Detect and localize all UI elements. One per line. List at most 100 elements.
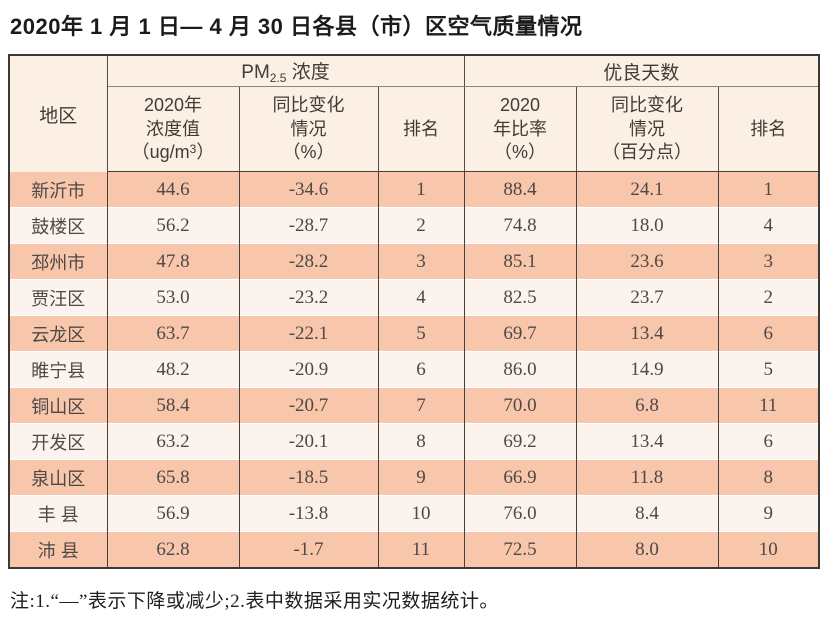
good-days-rank-cell: 11	[717, 387, 820, 424]
table-row: 睢宁县 48.2 -20.9 6 86.0 14.9 5	[9, 351, 820, 388]
pm25-yoy-cell: -28.2	[238, 243, 378, 280]
pm25-rank-cell: 11	[377, 531, 465, 569]
good-days-yoy-cell: 14.9	[575, 351, 719, 388]
page-title: 2020年 1 月 1 日— 4 月 30 日各县（市）区空气质量情况	[10, 14, 583, 39]
pm25-value-header-unit: （ug/m3）	[108, 141, 239, 165]
pm25-label-prefix: PM	[241, 62, 270, 84]
good-days-yoy-cell: 8.4	[575, 495, 719, 532]
table-header: 地区 PM2.5 浓度 优良天数 2020年 浓度值 （ug/m3） 同比变化 …	[9, 55, 820, 173]
pm25-value-cell: 65.8	[106, 459, 239, 496]
region-cell: 邳州市	[9, 243, 108, 280]
pm25-value-header-lines: 2020年 浓度值	[143, 94, 203, 139]
good-days-ratio-cell: 74.8	[463, 207, 577, 244]
pm25-value-cell: 62.8	[106, 531, 239, 569]
table-row: 铜山区 58.4 -20.7 7 70.0 6.8 11	[9, 387, 820, 424]
good-days-rank-cell: 8	[717, 459, 820, 496]
good-days-yoy-cell: 23.7	[575, 279, 719, 316]
good-days-ratio-cell: 76.0	[463, 495, 577, 532]
table-row: 鼓楼区 56.2 -28.7 2 74.8 18.0 4	[9, 207, 820, 244]
region-cell: 云龙区	[9, 315, 108, 352]
unit-prefix: （ug/m	[131, 142, 190, 163]
table-row: 邳州市 47.8 -28.2 3 85.1 23.6 3	[9, 243, 820, 280]
region-cell: 睢宁县	[9, 351, 108, 388]
good-days-yoy-cell: 13.4	[575, 423, 719, 460]
pm25-value-cell: 56.9	[106, 495, 239, 532]
region-cell: 贾汪区	[9, 279, 108, 316]
region-column-header: 地区	[9, 55, 108, 172]
table-row: 泉山区 65.8 -18.5 9 66.9 11.8 8	[9, 459, 820, 496]
good-days-rank-cell: 9	[717, 495, 820, 532]
pm25-yoy-cell: -23.2	[238, 279, 378, 316]
region-cell: 泉山区	[9, 459, 108, 496]
good-days-ratio-cell: 69.7	[463, 315, 577, 352]
pm25-yoy-header-lines: 同比变化 情况 （%）	[272, 94, 345, 163]
good-days-rank-cell: 5	[717, 351, 820, 388]
pm25-yoy-cell: -1.7	[238, 531, 378, 569]
pm25-value-cell: 56.2	[106, 207, 239, 244]
region-cell: 鼓楼区	[9, 207, 108, 244]
pm25-rank-cell: 9	[377, 459, 465, 496]
good-days-ratio-cell: 70.0	[463, 387, 577, 424]
good-days-yoy-cell: 6.8	[575, 387, 719, 424]
pm25-value-cell: 44.6	[106, 171, 239, 208]
region-cell: 开发区	[9, 423, 108, 460]
region-cell: 铜山区	[9, 387, 108, 424]
pm25-yoy-cell: -20.7	[238, 387, 378, 424]
pm25-yoy-cell: -28.7	[238, 207, 378, 244]
good-days-rank-cell: 10	[717, 531, 820, 569]
good-days-ratio-cell: 88.4	[463, 171, 577, 208]
pm25-rank-column-header: 排名	[377, 86, 465, 173]
good-days-yoy-cell: 24.1	[575, 171, 719, 208]
pm25-yoy-cell: -20.9	[238, 351, 378, 388]
pm25-value-cell: 48.2	[106, 351, 239, 388]
air-quality-table: 地区 PM2.5 浓度 优良天数 2020年 浓度值 （ug/m3） 同比变化 …	[8, 54, 821, 570]
good-days-rank-cell: 3	[717, 243, 820, 280]
pm25-value-cell: 63.2	[106, 423, 239, 460]
region-cell: 沛 县	[9, 531, 108, 569]
pm25-yoy-column-header: 同比变化 情况 （%）	[238, 86, 378, 173]
table-body: 新沂市 44.6 -34.6 1 88.4 24.1 1 鼓楼区 56.2 -28.7 2 74.8 1…	[9, 171, 820, 569]
good-days-ratio-header-lines: 2020 年比率 （%）	[493, 94, 548, 163]
pm25-rank-cell: 2	[377, 207, 465, 244]
good-days-yoy-cell: 23.6	[575, 243, 719, 280]
pm25-label-subscript: 2.5	[269, 71, 287, 86]
good-days-ratio-cell: 86.0	[463, 351, 577, 388]
good-days-rank-cell: 6	[717, 423, 820, 460]
region-cell: 新沂市	[9, 171, 108, 208]
good-days-rank-cell: 2	[717, 279, 820, 316]
good-days-yoy-cell: 18.0	[575, 207, 719, 244]
good-days-yoy-column-header: 同比变化 情况 （百分点）	[575, 86, 719, 173]
pm25-rank-cell: 3	[377, 243, 465, 280]
good-days-ratio-cell: 85.1	[463, 243, 577, 280]
good-days-ratio-cell: 72.5	[463, 531, 577, 569]
good-days-ratio-column-header: 2020 年比率 （%）	[463, 86, 577, 173]
pm25-rank-cell: 5	[377, 315, 465, 352]
table-row: 云龙区 63.7 -22.1 5 69.7 13.4 6	[9, 315, 820, 352]
good-days-yoy-cell: 11.8	[575, 459, 719, 496]
pm25-value-cell: 63.7	[106, 315, 239, 352]
pm25-rank-cell: 1	[377, 171, 465, 208]
unit-superscript: 3	[189, 142, 197, 157]
good-days-rank-cell: 6	[717, 315, 820, 352]
pm25-yoy-cell: -34.6	[238, 171, 378, 208]
good-days-rank-cell: 1	[717, 171, 820, 208]
pm25-rank-cell: 8	[377, 423, 465, 460]
table-row: 开发区 63.2 -20.1 8 69.2 13.4 6	[9, 423, 820, 460]
footnote: 注:1.“—”表示下降或减少;2.表中数据采用实况数据统计。	[10, 591, 499, 613]
table-row: 新沂市 44.6 -34.6 1 88.4 24.1 1	[9, 171, 820, 208]
pm25-rank-cell: 10	[377, 495, 465, 532]
pm25-rank-cell: 6	[377, 351, 465, 388]
good-days-rank-cell: 4	[717, 207, 820, 244]
pm25-rank-cell: 4	[377, 279, 465, 316]
good-days-yoy-header-lines: 同比变化 情况 （百分点）	[602, 94, 693, 163]
good-days-ratio-cell: 69.2	[463, 423, 577, 460]
pm25-yoy-cell: -18.5	[238, 459, 378, 496]
pm25-value-cell: 58.4	[106, 387, 239, 424]
pm25-label-suffix: 浓度	[286, 62, 330, 84]
pm25-value-cell: 47.8	[106, 243, 239, 280]
pm25-value-cell: 53.0	[106, 279, 239, 316]
good-days-ratio-cell: 66.9	[463, 459, 577, 496]
region-cell: 丰 县	[9, 495, 108, 532]
good-days-ratio-cell: 82.5	[463, 279, 577, 316]
pm25-yoy-cell: -13.8	[238, 495, 378, 532]
